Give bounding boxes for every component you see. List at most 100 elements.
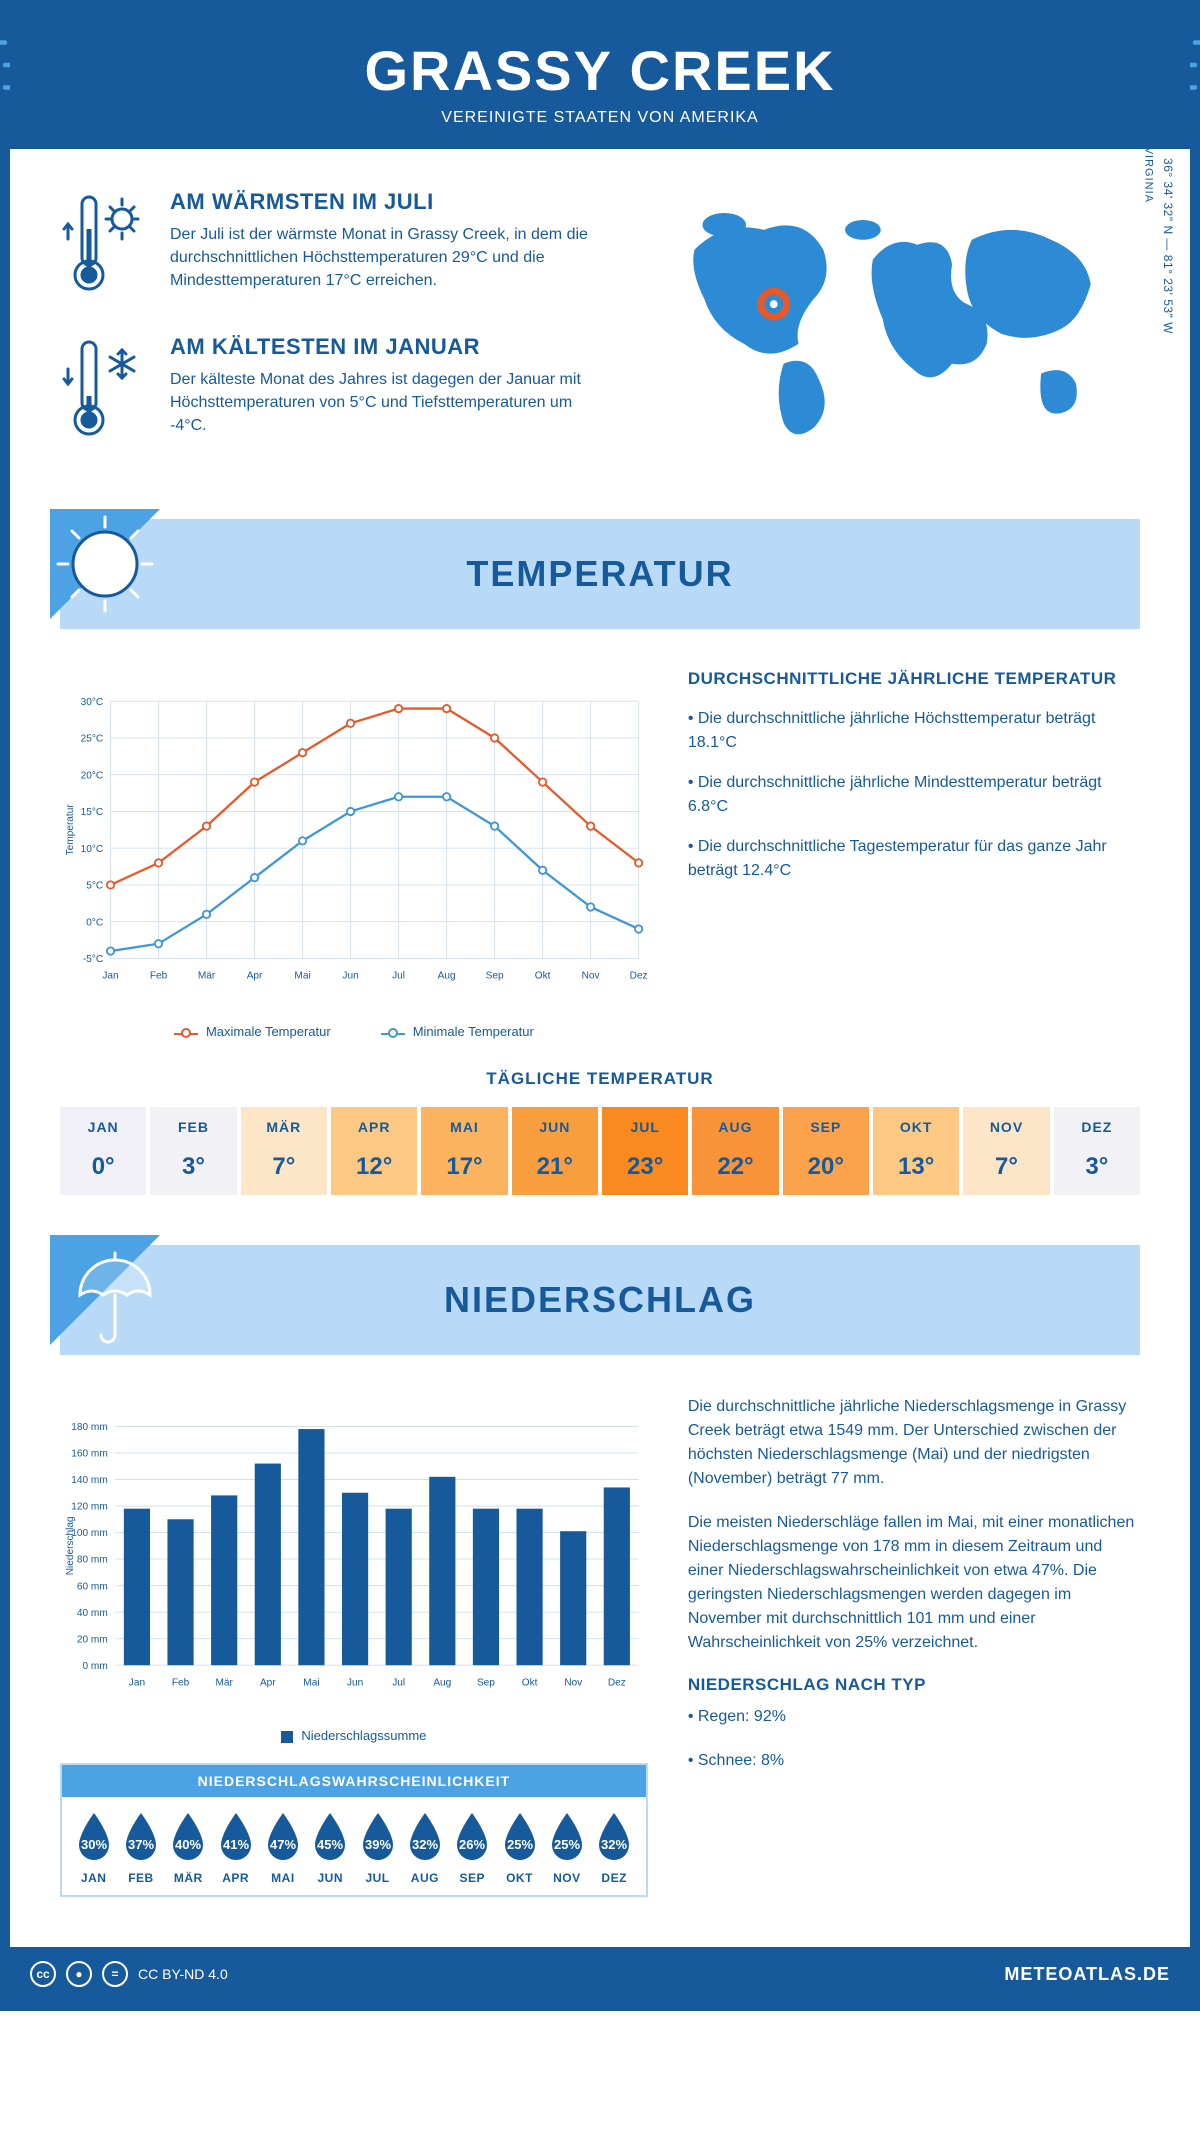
svg-text:Feb: Feb: [150, 971, 168, 982]
svg-text:0°C: 0°C: [86, 917, 103, 928]
precip-type-title: NIEDERSCHLAG NACH TYP: [688, 1675, 1140, 1695]
temp-info-bullet3: • Die durchschnittliche Tagestemperatur …: [688, 835, 1140, 883]
daily-temp-cell: JUN21°: [512, 1107, 598, 1195]
svg-text:Apr: Apr: [247, 971, 263, 982]
nd-icon: =: [102, 1961, 128, 1987]
svg-text:45%: 45%: [317, 1837, 343, 1852]
svg-text:Jul: Jul: [392, 971, 405, 982]
precipitation-bar-chart: 0 mm20 mm40 mm60 mm80 mm100 mm120 mm140 …: [60, 1395, 648, 1715]
warmest-title: AM WÄRMSTEN IM JULI: [170, 189, 605, 215]
svg-text:32%: 32%: [601, 1837, 627, 1852]
svg-text:Jun: Jun: [347, 1677, 363, 1688]
svg-text:40 mm: 40 mm: [77, 1608, 108, 1619]
svg-text:Okt: Okt: [535, 971, 551, 982]
by-icon: ●: [66, 1961, 92, 1987]
svg-text:Niederschlag: Niederschlag: [65, 1516, 76, 1575]
svg-text:80 mm: 80 mm: [77, 1555, 108, 1566]
svg-text:40%: 40%: [175, 1837, 201, 1852]
svg-text:Nov: Nov: [582, 971, 601, 982]
probability-drop: 32% DEZ: [593, 1811, 636, 1885]
daily-temp-cell: SEP20°: [783, 1107, 869, 1195]
legend-min-label: Minimale Temperatur: [413, 1024, 534, 1039]
probability-box: NIEDERSCHLAGSWAHRSCHEINLICHKEIT 30% JAN …: [60, 1763, 648, 1897]
intro-section: AM WÄRMSTEN IM JULI Der Juli ist der wär…: [10, 149, 1190, 509]
warmest-block: AM WÄRMSTEN IM JULI Der Juli ist der wär…: [60, 189, 605, 304]
thermometer-snow-icon: [60, 334, 150, 449]
svg-text:30°C: 30°C: [81, 697, 104, 708]
svg-text:15°C: 15°C: [81, 807, 104, 818]
daily-temperature-section: TÄGLICHE TEMPERATUR JAN0°FEB3°MÄR7°APR12…: [10, 1059, 1190, 1235]
svg-text:Apr: Apr: [260, 1677, 276, 1688]
svg-text:41%: 41%: [223, 1837, 249, 1852]
svg-text:Jun: Jun: [342, 971, 358, 982]
warmest-text: Der Juli ist der wärmste Monat in Grassy…: [170, 223, 605, 293]
sun-icon: [50, 509, 180, 639]
svg-text:Mai: Mai: [294, 971, 310, 982]
temp-info-bullet1: • Die durchschnittliche jährliche Höchst…: [688, 707, 1140, 755]
svg-text:Aug: Aug: [438, 971, 456, 982]
probability-drop: 30% JAN: [72, 1811, 115, 1885]
site-label: METEOATLAS.DE: [1004, 1964, 1170, 1985]
svg-text:60 mm: 60 mm: [77, 1581, 108, 1592]
header: GRASSY CREEK VEREINIGTE STAATEN VON AMER…: [10, 10, 1190, 149]
probability-drop: 39% JUL: [356, 1811, 399, 1885]
svg-text:20 mm: 20 mm: [77, 1634, 108, 1645]
precipitation-title: NIEDERSCHLAG: [60, 1279, 1140, 1321]
temperature-line-chart: -5°C0°C5°C10°C15°C20°C25°C30°CJanFebMärA…: [60, 669, 648, 1009]
svg-text:30%: 30%: [81, 1837, 107, 1852]
svg-text:160 mm: 160 mm: [71, 1449, 107, 1460]
svg-text:Temperatur: Temperatur: [65, 804, 76, 856]
svg-text:10°C: 10°C: [81, 844, 104, 855]
svg-text:Mär: Mär: [215, 1677, 233, 1688]
svg-text:39%: 39%: [365, 1837, 391, 1852]
daily-temp-cell: JAN0°: [60, 1107, 146, 1195]
svg-text:100 mm: 100 mm: [71, 1528, 107, 1539]
svg-text:25%: 25%: [554, 1837, 580, 1852]
probability-drop: 40% MÄR: [167, 1811, 210, 1885]
svg-text:47%: 47%: [270, 1837, 296, 1852]
svg-text:26%: 26%: [459, 1837, 485, 1852]
svg-text:Sep: Sep: [477, 1677, 495, 1688]
coldest-block: AM KÄLTESTEN IM JANUAR Der kälteste Mona…: [60, 334, 605, 449]
probability-drop: 25% NOV: [545, 1811, 588, 1885]
svg-text:180 mm: 180 mm: [71, 1422, 107, 1433]
svg-text:120 mm: 120 mm: [71, 1502, 107, 1513]
probability-drop: 26% SEP: [451, 1811, 494, 1885]
daily-temp-cell: FEB3°: [150, 1107, 236, 1195]
probability-drop: 45% JUN: [309, 1811, 352, 1885]
svg-text:25%: 25%: [507, 1837, 533, 1852]
svg-text:25°C: 25°C: [81, 734, 104, 745]
svg-text:Jan: Jan: [102, 971, 118, 982]
precip-type-rain: • Regen: 92%: [688, 1705, 1140, 1729]
svg-text:37%: 37%: [128, 1837, 154, 1852]
temperature-legend: Maximale Temperatur Minimale Temperatur: [60, 1024, 648, 1039]
daily-temp-cell: MAI17°: [421, 1107, 507, 1195]
daily-temp-cell: NOV7°: [963, 1107, 1049, 1195]
svg-text:Dez: Dez: [630, 971, 648, 982]
svg-text:Feb: Feb: [172, 1677, 190, 1688]
license-label: CC BY-ND 4.0: [138, 1966, 228, 1982]
coldest-text: Der kälteste Monat des Jahres ist dagege…: [170, 368, 605, 438]
coldest-title: AM KÄLTESTEN IM JANUAR: [170, 334, 605, 360]
svg-text:Jul: Jul: [392, 1677, 405, 1688]
probability-drop: 32% AUG: [403, 1811, 446, 1885]
precipitation-legend: Niederschlagssumme: [60, 1728, 648, 1743]
svg-text:Mär: Mär: [198, 971, 216, 982]
svg-text:Sep: Sep: [486, 971, 504, 982]
daily-temp-cell: MÄR7°: [241, 1107, 327, 1195]
svg-text:32%: 32%: [412, 1837, 438, 1852]
svg-text:Okt: Okt: [522, 1677, 538, 1688]
svg-text:Aug: Aug: [433, 1677, 451, 1688]
precipitation-section: 0 mm20 mm40 mm60 mm80 mm100 mm120 mm140 …: [10, 1355, 1190, 1917]
coordinates: 36° 34' 32" N — 81° 23' 53" W: [1161, 158, 1175, 334]
legend-max-label: Maximale Temperatur: [206, 1024, 331, 1039]
precip-paragraph-1: Die durchschnittliche jährliche Niedersc…: [688, 1395, 1140, 1491]
temperature-title: TEMPERATUR: [60, 553, 1140, 595]
svg-text:20°C: 20°C: [81, 770, 104, 781]
temp-info-title: DURCHSCHNITTLICHE JÄHRLICHE TEMPERATUR: [688, 669, 1140, 689]
daily-temp-cell: JUL23°: [602, 1107, 688, 1195]
svg-text:Nov: Nov: [564, 1677, 583, 1688]
probability-drop: 47% MAI: [261, 1811, 304, 1885]
svg-text:-5°C: -5°C: [83, 954, 103, 965]
precipitation-banner: NIEDERSCHLAG: [60, 1245, 1140, 1355]
